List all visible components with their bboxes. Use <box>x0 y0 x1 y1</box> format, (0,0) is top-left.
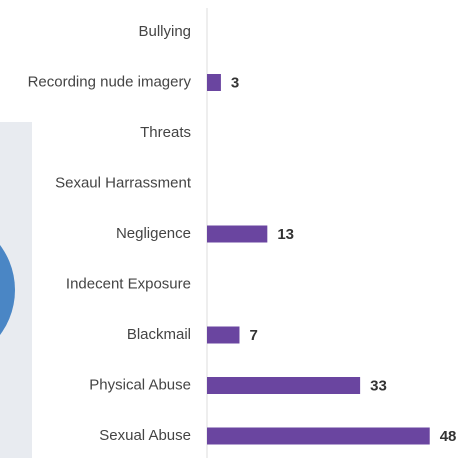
value-label: 13 <box>277 226 294 243</box>
category-label: Indecent Exposure <box>66 275 191 292</box>
bar <box>207 427 430 445</box>
category-label: Sexual Abuse <box>99 427 191 444</box>
value-label: 48 <box>440 428 457 445</box>
category-label: Bullying <box>138 23 191 40</box>
side-circle <box>0 245 15 335</box>
value-label: 3 <box>231 74 239 91</box>
bar <box>207 377 361 394</box>
category-label: Physical Abuse <box>89 376 191 393</box>
bar <box>207 74 221 91</box>
category-label: Negligence <box>116 225 191 242</box>
category-label: Recording nude imagery <box>28 73 192 90</box>
category-label: Threats <box>140 124 191 141</box>
value-label: 7 <box>249 327 257 344</box>
bar <box>207 326 240 344</box>
category-label: Blackmail <box>127 326 191 343</box>
value-label: 33 <box>370 377 387 394</box>
category-label: Sexaul Harrassment <box>55 174 192 191</box>
bar <box>207 225 268 243</box>
